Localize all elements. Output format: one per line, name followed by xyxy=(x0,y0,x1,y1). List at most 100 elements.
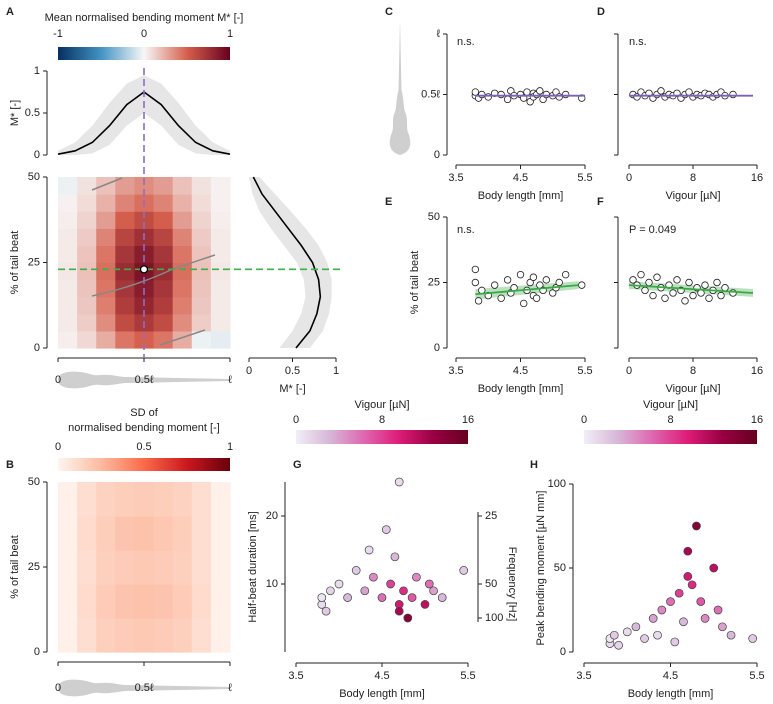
data-point xyxy=(679,617,688,627)
data-point xyxy=(334,579,344,589)
data-point xyxy=(673,276,681,284)
heatmap-cell xyxy=(153,211,174,229)
heatmap-cell xyxy=(153,618,174,653)
colorbar-tick-label: 0 xyxy=(141,28,147,40)
data-point xyxy=(609,630,619,640)
heatmap-cell xyxy=(96,262,116,281)
heatmap-cell xyxy=(153,194,174,212)
data-point xyxy=(614,640,623,650)
y-axis-label: % of tail beat xyxy=(9,231,21,295)
y-tick-label: 0 xyxy=(434,342,440,354)
heatmap-cell xyxy=(210,330,231,349)
data-point xyxy=(641,286,649,295)
data-point xyxy=(471,88,480,96)
data-point xyxy=(622,627,632,637)
data-point xyxy=(484,93,492,101)
heatmap-cell xyxy=(77,296,97,315)
data-point xyxy=(669,289,677,297)
y-tick-label: 25 xyxy=(28,256,40,268)
heatmap-cell xyxy=(96,296,116,315)
colorbar-tick-label: 16 xyxy=(751,414,763,426)
heatmap-cell xyxy=(115,618,136,653)
heatmap-cell xyxy=(134,482,155,517)
heatmap-cell xyxy=(153,228,174,246)
data-point xyxy=(648,614,658,623)
heatmap-cell xyxy=(77,228,97,246)
heatmap-cell xyxy=(58,584,78,619)
data-point xyxy=(683,572,693,581)
heatmap-cell xyxy=(191,177,212,195)
annotation: n.s. xyxy=(457,224,475,236)
colorbar xyxy=(58,458,230,471)
y-tick-label: ℓ xyxy=(436,28,440,40)
annotation: n.s. xyxy=(629,36,647,48)
data-point xyxy=(726,630,736,640)
data-point xyxy=(713,605,723,615)
heatmap-cell xyxy=(115,550,136,585)
heatmap-cell xyxy=(191,228,212,246)
colorbar-tick-label: 1 xyxy=(227,28,233,40)
heatmap-cell xyxy=(77,516,97,551)
colorbar-tick-label: 0.5 xyxy=(136,441,151,453)
x-tick-label: 5.5 xyxy=(577,365,592,377)
data-point xyxy=(478,90,486,99)
x-tick-label: ℓ xyxy=(228,374,232,386)
heatmap-cell xyxy=(58,211,78,229)
data-point xyxy=(713,278,721,287)
heatmap-cell xyxy=(115,194,136,212)
y-tick-label: 50 xyxy=(28,476,40,488)
fish-vertical xyxy=(389,20,411,155)
data-point xyxy=(529,273,538,281)
data-point xyxy=(631,622,641,632)
x-tick-label: 8 xyxy=(690,365,696,377)
band xyxy=(249,177,332,348)
y2-tick-label: 25 xyxy=(485,510,497,522)
y-tick-label: 25 xyxy=(428,276,440,288)
y-tick-label: 1 xyxy=(34,65,40,77)
data-point xyxy=(474,297,483,305)
data-point xyxy=(364,545,374,555)
x-axis-label: Vigour [µN] xyxy=(665,190,720,202)
colorbar-title: Mean normalised bending moment M* [-] xyxy=(45,12,244,24)
heatmap-cell xyxy=(77,330,97,349)
data-point xyxy=(516,270,525,279)
heatmap-cell xyxy=(153,584,174,619)
annotation: P = 0.049 xyxy=(629,224,676,236)
data-point xyxy=(561,270,570,279)
heatmap-cell xyxy=(153,313,174,332)
x-tick-label: 3.5 xyxy=(288,670,303,682)
data-point xyxy=(321,606,331,616)
heatmap-cell xyxy=(191,245,212,264)
heatmap-cell xyxy=(191,296,212,315)
data-point xyxy=(692,521,701,531)
data-point xyxy=(542,90,550,99)
data-point xyxy=(549,289,557,297)
x-tick-label: 1 xyxy=(333,365,339,377)
y2-tick-label: 100 xyxy=(485,612,503,624)
heatmap-cell xyxy=(191,482,212,517)
heatmap-cell xyxy=(191,330,212,349)
y-axis-label: Half-beat duration [ms] xyxy=(247,511,259,622)
x-tick-label: 0.5 xyxy=(285,365,300,377)
y2-axis-label: Frequency [Hz] xyxy=(506,547,518,622)
data-point xyxy=(390,552,400,562)
data-point xyxy=(399,586,408,596)
heatmap-cell xyxy=(210,177,231,195)
y-tick-label: 0.5 xyxy=(25,107,40,119)
data-point xyxy=(729,90,737,99)
colorbar xyxy=(58,47,230,60)
heatmap-cell xyxy=(96,194,116,212)
heatmap-cell xyxy=(172,279,193,298)
x-tick-label: ℓ xyxy=(228,682,232,694)
data-point xyxy=(360,586,370,596)
x-axis-label: Body length [mm] xyxy=(478,383,564,395)
data-point xyxy=(705,294,713,302)
heatmap-cell xyxy=(210,279,231,298)
data-point xyxy=(497,90,505,99)
data-point xyxy=(491,281,499,289)
heatmap-cell xyxy=(96,550,116,585)
data-point xyxy=(670,637,680,647)
heatmap-cell xyxy=(134,584,155,619)
data-point xyxy=(429,586,438,596)
